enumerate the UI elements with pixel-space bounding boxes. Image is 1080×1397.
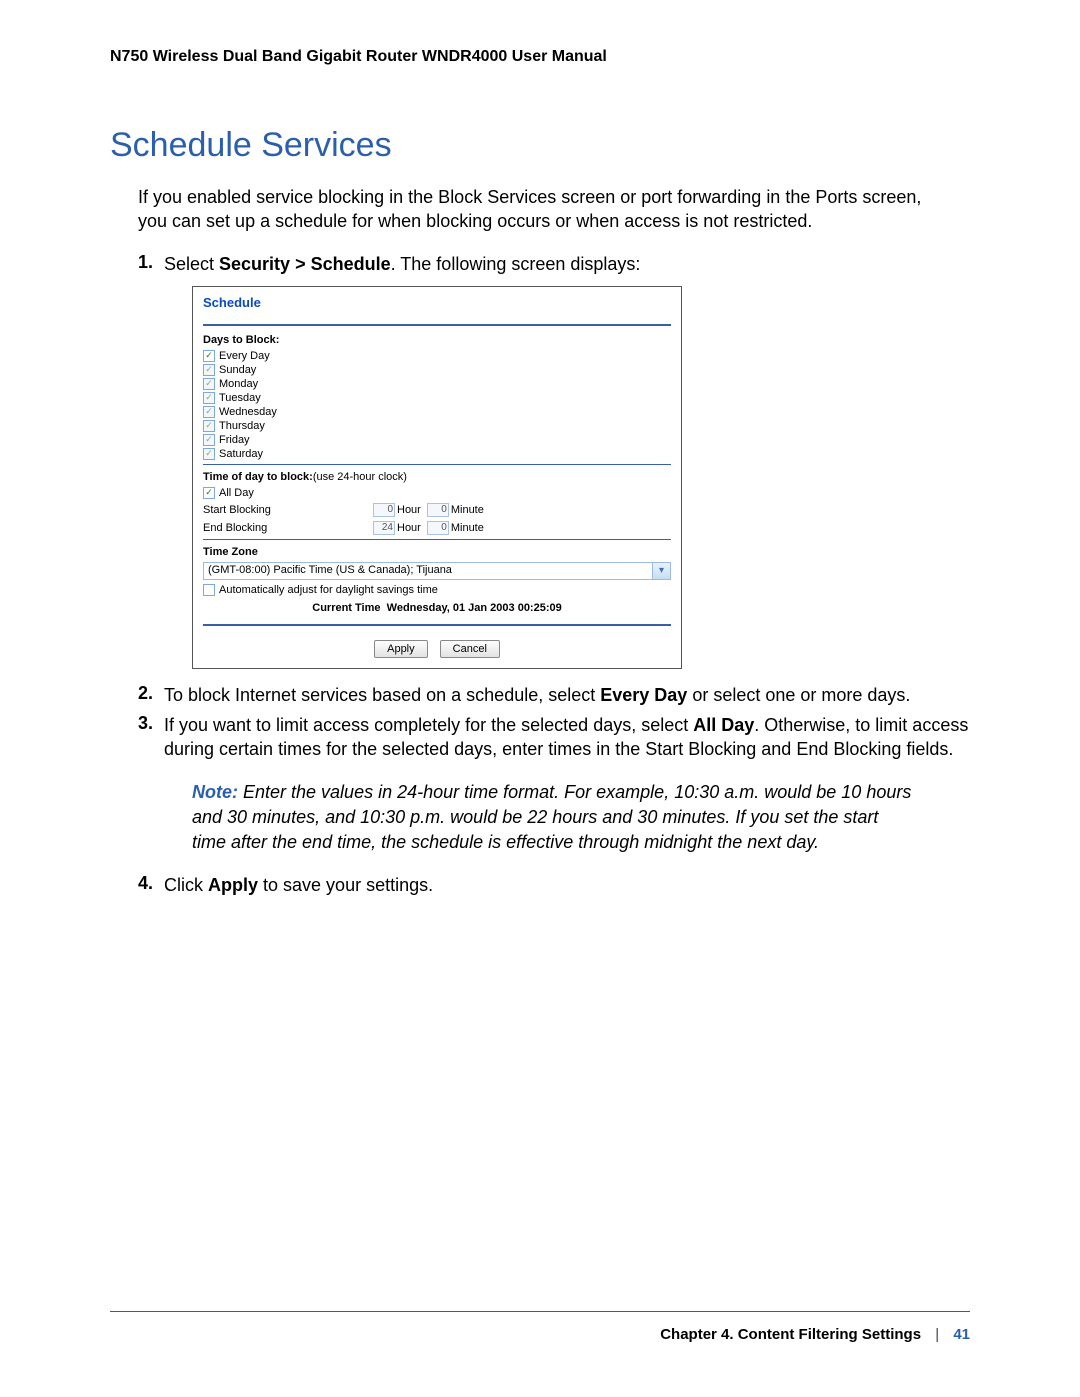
intro-paragraph: If you enabled service blocking in the B… [138,185,942,234]
step-2: 2. To block Internet services based on a… [138,683,970,707]
day-label: Sunday [219,364,256,376]
day-row: ✓ Friday [203,434,671,446]
timezone-value: (GMT-08:00) Pacific Time (US & Canada); … [204,563,652,579]
day-label: Thursday [219,420,265,432]
end-min-input[interactable]: 0 [427,521,449,535]
screenshot-title: Schedule [203,295,671,310]
day-checkbox[interactable]: ✓ [203,350,215,362]
day-checkbox[interactable]: ✓ [203,392,215,404]
day-checkbox[interactable]: ✓ [203,378,215,390]
time-zone-label: Time Zone [203,546,671,558]
day-checkbox[interactable]: ✓ [203,406,215,418]
day-row: ✓ Every Day [203,350,671,362]
step-3: 3. If you want to limit access completel… [138,713,970,762]
day-checkbox[interactable]: ✓ [203,448,215,460]
all-day-checkbox[interactable]: ✓ [203,487,215,499]
step-3-pre: If you want to limit access completely f… [164,715,693,735]
section-title: Schedule Services [110,126,970,165]
step-2-post: or select one or more days. [687,685,910,705]
all-day-label: All Day [219,487,254,499]
footer-chapter: Chapter 4. Content Filtering Settings [660,1326,921,1343]
step-number: 1. [138,252,164,273]
step-3-bold: All Day [693,715,754,735]
minute-label-2: Minute [451,522,484,534]
step-4-post: to save your settings. [258,875,433,895]
dst-label: Automatically adjust for daylight saving… [219,584,438,596]
cancel-button[interactable]: Cancel [440,640,500,658]
day-label: Every Day [219,350,270,362]
schedule-screenshot: Schedule Days to Block: ✓ Every Day ✓ Sunda… [192,286,682,669]
day-checkbox[interactable]: ✓ [203,434,215,446]
footer-page-number: 41 [953,1326,970,1343]
step-number: 3. [138,713,164,734]
step-number: 2. [138,683,164,704]
chevron-down-icon[interactable]: ▾ [652,563,670,579]
day-label: Tuesday [219,392,261,404]
minute-label: Minute [451,504,484,516]
day-label: Wednesday [219,406,277,418]
step-1: 1. Select Security > Schedule. The follo… [138,252,970,276]
day-row: ✓ Wednesday [203,406,671,418]
note-block: Note: Enter the values in 24-hour time f… [192,780,916,856]
step-1-pre: Select [164,254,219,274]
step-1-post: . The following screen displays: [391,254,641,274]
start-hour-input[interactable]: 0 [373,503,395,517]
time-of-day-suffix: (use 24-hour clock) [313,471,407,483]
step-2-pre: To block Internet services based on a sc… [164,685,600,705]
apply-button[interactable]: Apply [374,640,428,658]
step-number: 4. [138,873,164,894]
end-blocking-label: End Blocking [203,522,373,534]
dst-checkbox[interactable] [203,584,215,596]
day-label: Friday [219,434,250,446]
current-time-label: Current Time [312,602,380,614]
hour-label-2: Hour [397,522,421,534]
day-label: Monday [219,378,258,390]
footer-separator: | [935,1326,939,1343]
step-2-bold: Every Day [600,685,687,705]
end-hour-input[interactable]: 24 [373,521,395,535]
step-4-pre: Click [164,875,208,895]
note-text: Enter the values in 24-hour time format.… [192,782,911,852]
day-label: Saturday [219,448,263,460]
doc-header: N750 Wireless Dual Band Gigabit Router W… [110,48,970,66]
day-row: ✓ Monday [203,378,671,390]
day-checkbox[interactable]: ✓ [203,420,215,432]
page-footer: Chapter 4. Content Filtering Settings | … [110,1311,970,1343]
day-row: ✓ Sunday [203,364,671,376]
day-row: ✓ Thursday [203,420,671,432]
hour-label: Hour [397,504,421,516]
note-label: Note: [192,782,238,802]
day-row: ✓ Saturday [203,448,671,460]
step-4-bold: Apply [208,875,258,895]
day-row: ✓ Tuesday [203,392,671,404]
days-to-block-label: Days to Block: [203,334,671,346]
step-1-bold: Security > Schedule [219,254,391,274]
step-4: 4. Click Apply to save your settings. [138,873,970,897]
day-checkbox[interactable]: ✓ [203,364,215,376]
timezone-select[interactable]: (GMT-08:00) Pacific Time (US & Canada); … [203,562,671,580]
time-of-day-label: Time of day to block: [203,471,313,483]
start-blocking-label: Start Blocking [203,504,373,516]
start-min-input[interactable]: 0 [427,503,449,517]
current-time-value: Wednesday, 01 Jan 2003 00:25:09 [387,602,562,614]
